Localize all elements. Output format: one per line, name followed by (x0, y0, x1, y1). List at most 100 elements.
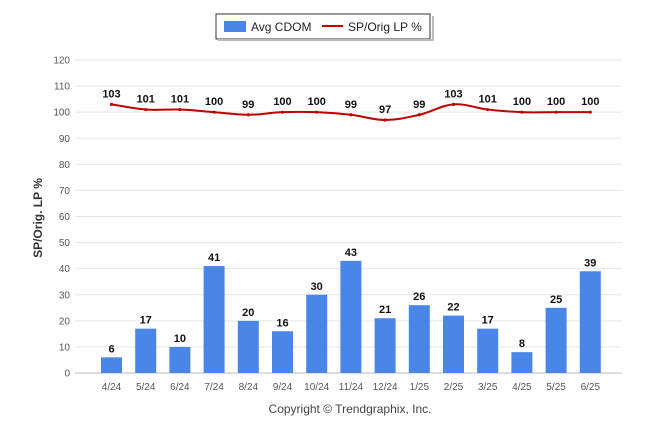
bar-5-25 (545, 307, 567, 373)
line-value-label: 100 (513, 96, 531, 108)
bar-9-24 (272, 331, 293, 373)
line-value-label: 103 (444, 88, 462, 100)
line-point (383, 118, 387, 122)
x-tick-label: 6/25 (581, 382, 601, 393)
bar-8-24 (237, 320, 259, 373)
line-value-label: 99 (345, 99, 357, 111)
x-tick-label: 8/24 (239, 382, 259, 393)
legend-label-avg-cdom: Avg CDOM (251, 20, 311, 34)
x-tick-label: 4/25 (512, 382, 532, 393)
bar-6-24 (169, 346, 191, 373)
line-value-label: 101 (479, 94, 497, 106)
bar-3-25 (477, 328, 499, 373)
line-series (109, 102, 592, 122)
legend: Avg CDOM SP/Orig LP % (215, 13, 434, 41)
line-value-label: 100 (308, 96, 326, 108)
line-value-label: 101 (137, 94, 155, 106)
y-tick-label: 110 (54, 82, 70, 93)
copyright-text: Copyright © Trendgraphix, Inc. (269, 402, 432, 416)
y-axis-ticks: 0 10 20 30 40 50 60 70 80 90 100 110 120 (53, 56, 70, 380)
bar-11-24 (340, 260, 362, 373)
bar-6-25 (579, 271, 601, 373)
bar-value-label: 30 (311, 281, 323, 293)
bar-value-label: 17 (482, 315, 494, 327)
x-tick-label: 12/24 (373, 382, 398, 393)
line-value-label: 101 (171, 94, 189, 106)
bar-value-label: 6 (108, 343, 114, 355)
bar-4-24 (101, 357, 122, 373)
line-value-label: 100 (273, 96, 291, 108)
x-tick-label: 6/24 (170, 382, 190, 393)
line-point (588, 110, 592, 114)
line-value-label: 97 (379, 104, 391, 116)
bar-value-label: 10 (174, 333, 186, 345)
x-tick-label: 9/24 (273, 382, 293, 393)
y-tick-label: 0 (64, 369, 70, 380)
y-tick-label: 30 (59, 290, 71, 301)
line-point (315, 110, 319, 114)
y-tick-label: 100 (53, 108, 70, 119)
x-tick-label: 2/25 (444, 382, 464, 393)
bar-value-label: 41 (208, 252, 220, 264)
y-tick-label: 70 (59, 186, 71, 197)
line-point (212, 110, 216, 114)
y-axis-label: SP/Orig. LP % (31, 178, 45, 258)
bar-1-25 (408, 305, 430, 373)
x-tick-label: 11/24 (339, 382, 364, 393)
y-tick-label: 80 (59, 160, 71, 171)
legend-label-sp-orig-lp: SP/Orig LP % (348, 20, 422, 34)
line-point (520, 110, 524, 114)
bar-10-24 (306, 294, 328, 373)
bar-5-24 (135, 328, 157, 373)
line-point (246, 113, 250, 117)
y-tick-label: 50 (59, 238, 71, 249)
line-point (109, 102, 114, 106)
bar-value-label: 25 (550, 294, 562, 306)
bar-series (101, 260, 601, 373)
x-tick-label: 1/25 (410, 382, 430, 393)
bar-value-label: 39 (584, 257, 596, 269)
bar-value-label: 22 (447, 302, 459, 314)
x-tick-label: 7/24 (204, 382, 224, 393)
y-tick-label: 60 (59, 212, 71, 223)
y-tick-label: 20 (59, 316, 71, 327)
line-value-label: 103 (102, 88, 120, 100)
bar-value-label: 21 (379, 304, 391, 316)
y-tick-label: 90 (59, 134, 71, 145)
bar-value-label: 20 (242, 307, 254, 319)
line-point (144, 107, 148, 112)
line-point (280, 110, 285, 114)
x-tick-label: 5/24 (136, 382, 156, 393)
bar-value-label: 43 (345, 247, 357, 259)
y-tick-label: 40 (59, 264, 71, 275)
bar-12-24 (374, 318, 396, 373)
bar-value-label: 16 (276, 317, 288, 329)
bar-4-25 (511, 352, 533, 373)
line-value-label: 100 (547, 96, 565, 108)
line-value-label: 100 (581, 96, 599, 108)
line-value-label: 99 (242, 99, 254, 111)
line-point (451, 102, 456, 106)
x-tick-label: 4/24 (102, 382, 122, 393)
line-value-label: 100 (205, 96, 223, 108)
line-point (178, 107, 182, 112)
y-tick-label: 10 (59, 342, 71, 353)
bar-value-label: 8 (519, 338, 525, 350)
line-point (349, 113, 353, 117)
line-point (554, 110, 558, 114)
bar-2-25 (443, 315, 464, 373)
x-tick-label: 3/25 (478, 382, 498, 393)
line-point (417, 113, 421, 117)
line-data-labels: 103 101 101 100 99 100 100 99 97 99 103 101 100 100 10… (102, 88, 599, 116)
line-point (486, 107, 490, 112)
x-axis-ticks: 4/24 5/24 6/24 7/24 8/24 9/24 10/24 11/24 12/24 1… (102, 382, 601, 393)
x-tick-label: 10/24 (304, 382, 329, 393)
y-tick-label: 120 (53, 56, 70, 67)
bar-7-24 (203, 266, 225, 373)
line-value-label: 99 (413, 99, 425, 111)
legend-swatch-avg-cdom (224, 21, 246, 32)
bar-value-label: 26 (413, 291, 425, 303)
x-tick-label: 5/25 (546, 382, 566, 393)
bar-value-label: 17 (140, 315, 152, 327)
